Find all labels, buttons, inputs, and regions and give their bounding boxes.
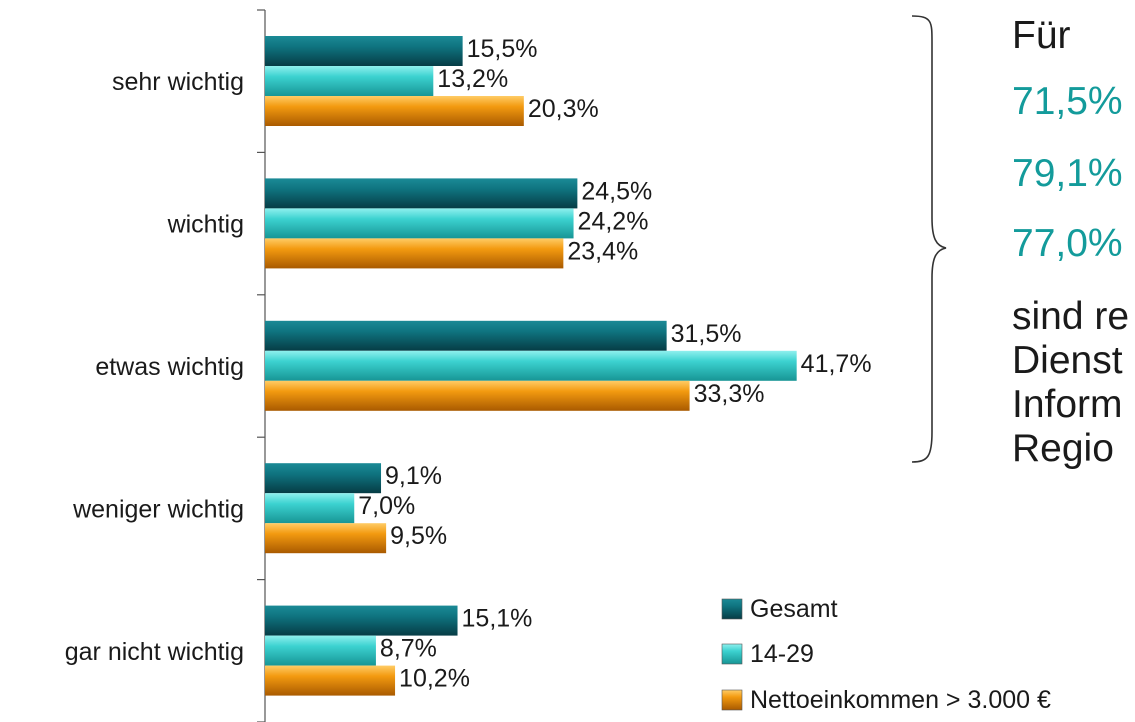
- data-label-nettoeinkommen-3-000-wichtig: 23,4%: [567, 237, 638, 265]
- category-label-weniger-wichtig: weniger wichtig: [72, 495, 244, 523]
- bar-14-29-gar-nicht-wichtig: [265, 635, 376, 666]
- side-text-line-7: Inform: [1012, 383, 1123, 426]
- data-label-14-29-etwas-wichtig: 41,7%: [801, 350, 872, 378]
- side-text-line-8: Regio: [1012, 427, 1114, 470]
- bar-nettoeinkommen-3-000-gar-nicht-wichtig: [265, 665, 396, 696]
- data-label-14-29-wichtig: 24,2%: [578, 207, 649, 235]
- curly-brace: [911, 15, 947, 463]
- side-text-line-6: Dienst: [1012, 339, 1123, 382]
- data-label-gesamt-weniger-wichtig: 9,1%: [385, 462, 442, 490]
- data-label-gesamt-sehr-wichtig: 15,5%: [467, 35, 538, 63]
- bar-nettoeinkommen-3-000-wichtig: [265, 238, 564, 269]
- side-text-intro: Für: [1012, 14, 1071, 57]
- legend-label-14-29: 14-29: [750, 640, 814, 668]
- data-label-14-29-weniger-wichtig: 7,0%: [358, 492, 415, 520]
- bar-gesamt-sehr-wichtig: [265, 36, 463, 66]
- legend: Gesamt 14-29 Nettoeinkommen > 3.000 €: [721, 595, 1051, 714]
- category-label-sehr-wichtig: sehr wichtig: [112, 68, 244, 96]
- data-label-14-29-gar-nicht-wichtig: 8,7%: [380, 635, 437, 663]
- data-label-nettoeinkommen-3-000-weniger-wichtig: 9,5%: [390, 522, 447, 550]
- data-label-nettoeinkommen-3-000-sehr-wichtig: 20,3%: [528, 95, 599, 123]
- data-label-gesamt-etwas-wichtig: 31,5%: [671, 320, 742, 348]
- bar-nettoeinkommen-3-000-etwas-wichtig: [265, 380, 690, 411]
- legend-swatch-income: [721, 689, 743, 711]
- bar-14-29-weniger-wichtig: [265, 493, 355, 524]
- data-label-gesamt-gar-nicht-wichtig: 15,1%: [462, 605, 533, 633]
- data-label-nettoeinkommen-3-000-etwas-wichtig: 33,3%: [694, 380, 765, 408]
- bar-nettoeinkommen-3-000-sehr-wichtig: [265, 96, 524, 126]
- legend-swatch-gesamt: [721, 598, 743, 620]
- data-label-nettoeinkommen-3-000-gar-nicht-wichtig: 10,2%: [399, 665, 470, 693]
- bar-14-29-sehr-wichtig: [265, 66, 434, 96]
- bar-gesamt-wichtig: [265, 178, 578, 209]
- category-label-gar-nicht-wichtig: gar nicht wichtig: [65, 638, 244, 666]
- bar-gesamt-gar-nicht-wichtig: [265, 605, 458, 636]
- side-text-pct-young: 79,1%: [1012, 152, 1123, 195]
- legend-label-income: Nettoeinkommen > 3.000 €: [750, 686, 1051, 714]
- bar-14-29-etwas-wichtig: [265, 350, 797, 381]
- side-text-line-5: sind re: [1012, 295, 1130, 338]
- legend-label-gesamt: Gesamt: [750, 595, 838, 623]
- data-label-gesamt-wichtig: 24,5%: [581, 177, 652, 205]
- category-label-wichtig: wichtig: [167, 211, 244, 239]
- bar-14-29-wichtig: [265, 208, 574, 239]
- bar-gesamt-weniger-wichtig: [265, 463, 382, 494]
- data-label-14-29-sehr-wichtig: 13,2%: [437, 65, 508, 93]
- bar-gesamt-etwas-wichtig: [265, 320, 667, 351]
- side-text-pct-gesamt: 71,5%: [1012, 80, 1123, 123]
- legend-swatch-14-29: [721, 643, 743, 665]
- category-label-etwas-wichtig: etwas wichtig: [95, 353, 244, 381]
- side-text-pct-income: 77,0%: [1012, 222, 1123, 265]
- bar-nettoeinkommen-3-000-weniger-wichtig: [265, 523, 387, 554]
